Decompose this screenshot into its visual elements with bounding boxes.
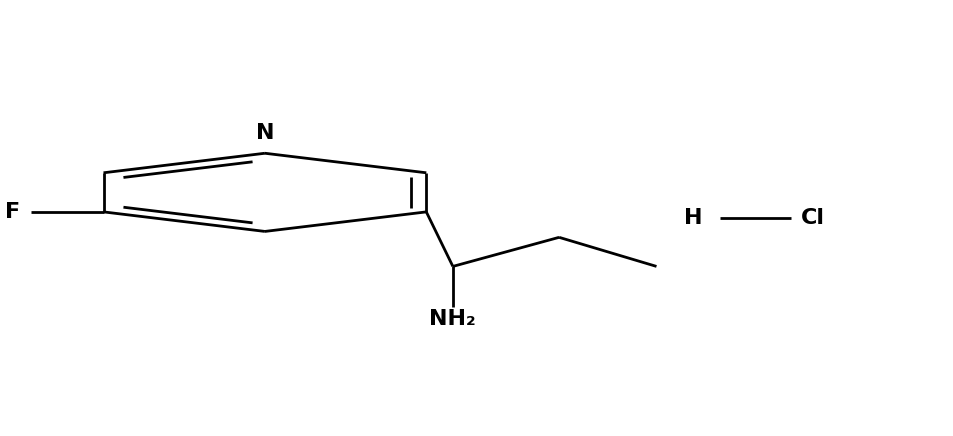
Text: H: H: [683, 208, 702, 228]
Text: N: N: [255, 123, 274, 143]
Text: NH₂: NH₂: [429, 309, 476, 329]
Text: F: F: [5, 202, 20, 222]
Text: Cl: Cl: [800, 208, 824, 228]
